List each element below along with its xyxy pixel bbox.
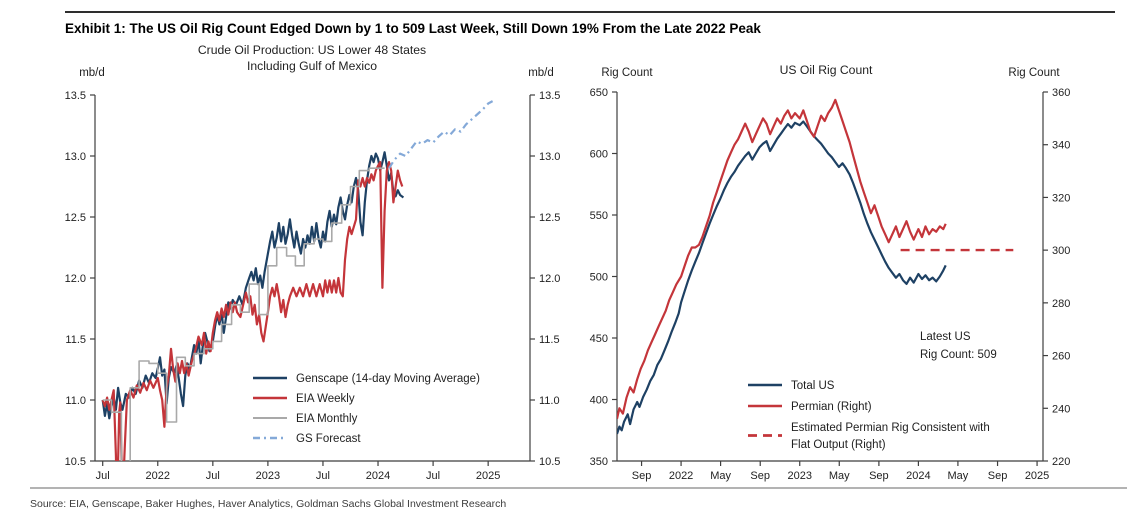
x-tick-label: 2023 [787,470,811,482]
y-left-tick-label: 11.0 [65,395,86,407]
y-right-tick-label: 340 [1052,140,1070,152]
series-genscape-14-day-moving-average [101,151,405,420]
x-tick-label: Jul [316,470,330,482]
y-left-tick-label: 600 [590,149,608,161]
y-left-tick-label: 11.5 [65,334,86,346]
y-left-tick-label: 550 [590,210,608,222]
y-left-tick-label: 13.0 [65,151,86,163]
x-tick-label: Jul [96,470,110,482]
series-total-us [617,120,947,435]
y-left-tick-label: 12.5 [65,212,86,224]
y-right-tick-label: 11.0 [539,395,560,407]
chart-title: Including Gulf of Mexico [247,59,377,73]
legend-label-permian-right: Permian (Right) [791,401,872,413]
top-divider [65,11,1115,13]
chart-title: Crude Oil Production: US Lower 48 States [198,43,426,57]
x-tick-label: May [829,470,850,482]
y-left-tick-label: 400 [590,395,608,407]
y-right-unit-label: Rig Count [1008,67,1060,79]
x-tick-label: May [948,470,969,482]
x-tick-label: Sep [869,470,889,482]
y-left-tick-label: 12.0 [65,273,86,285]
bottom-divider [30,487,1127,489]
x-tick-label: Sep [988,470,1008,482]
x-tick-label: Jul [206,470,220,482]
x-tick-label: Sep [750,470,770,482]
legend-label-genscape-14-day-moving-average: Genscape (14-day Moving Average) [296,373,480,385]
y-left-tick-label: 450 [590,333,608,345]
x-tick-label: 2024 [366,470,390,482]
x-tick-label: 2022 [669,470,693,482]
y-right-tick-label: 13.5 [539,90,560,102]
y-left-tick-label: 10.5 [65,456,86,468]
legend-label-gs-forecast: GS Forecast [296,433,361,445]
x-tick-label: 2025 [1025,470,1049,482]
x-tick-label: 2023 [256,470,280,482]
x-tick-label: May [710,470,731,482]
latest-rig-count-annotation: Rig Count: 509 [920,349,997,361]
x-tick-label: 2022 [146,470,170,482]
exhibit-title: Exhibit 1: The US Oil Rig Count Edged Do… [65,21,761,36]
series-eia-weekly [101,161,404,461]
y-right-tick-label: 12.5 [539,212,560,224]
x-tick-label: Jul [426,470,440,482]
chart-title: US Oil Rig Count [780,63,873,77]
series-gs-forecast [388,100,494,169]
latest-rig-count-annotation: Latest US [920,331,971,343]
legend-label-total-us: Total US [791,380,835,392]
left-chart: Crude Oil Production: US Lower 48 States… [65,43,561,482]
source-line: Source: EIA, Genscape, Baker Hughes, Hav… [30,498,507,510]
legend-label-eia-weekly: EIA Weekly [296,393,355,405]
y-right-tick-label: 11.5 [539,334,560,346]
y-left-tick-label: 650 [590,87,608,99]
y-left-unit-label: Rig Count [601,67,653,79]
right-chart: US Oil Rig Count Rig Count Rig Count 650 600… [590,63,1071,482]
y-right-tick-label: 13.0 [539,151,560,163]
y-right-tick-label: 300 [1052,245,1070,257]
y-right-tick-label: 280 [1052,298,1070,310]
y-left-tick-label: 13.5 [65,90,86,102]
y-right-tick-label: 260 [1052,351,1070,363]
y-right-tick-label: 220 [1052,456,1070,468]
series-eia-monthly [102,167,385,461]
x-tick-label: 2025 [476,470,500,482]
y-left-unit-label: mb/d [79,67,105,79]
legend-label-estimated-permian-rig-consistent-with-fl: Flat Output (Right) [791,439,886,451]
legend-label-eia-monthly: EIA Monthly [296,413,358,425]
y-right-tick-label: 360 [1052,87,1070,99]
y-left-tick-label: 350 [590,456,608,468]
y-right-tick-label: 240 [1052,403,1070,415]
x-tick-label: Sep [632,470,652,482]
y-right-tick-label: 320 [1052,192,1070,204]
legend-label-estimated-permian-rig-consistent-with-fl: Estimated Permian Rig Consistent with [791,422,990,434]
y-right-unit-label: mb/d [528,67,554,79]
y-right-tick-label: 10.5 [539,456,560,468]
x-tick-label: 2024 [906,470,930,482]
y-left-tick-label: 500 [590,272,608,284]
y-right-tick-label: 12.0 [539,273,560,285]
series-permian-right [617,98,947,420]
